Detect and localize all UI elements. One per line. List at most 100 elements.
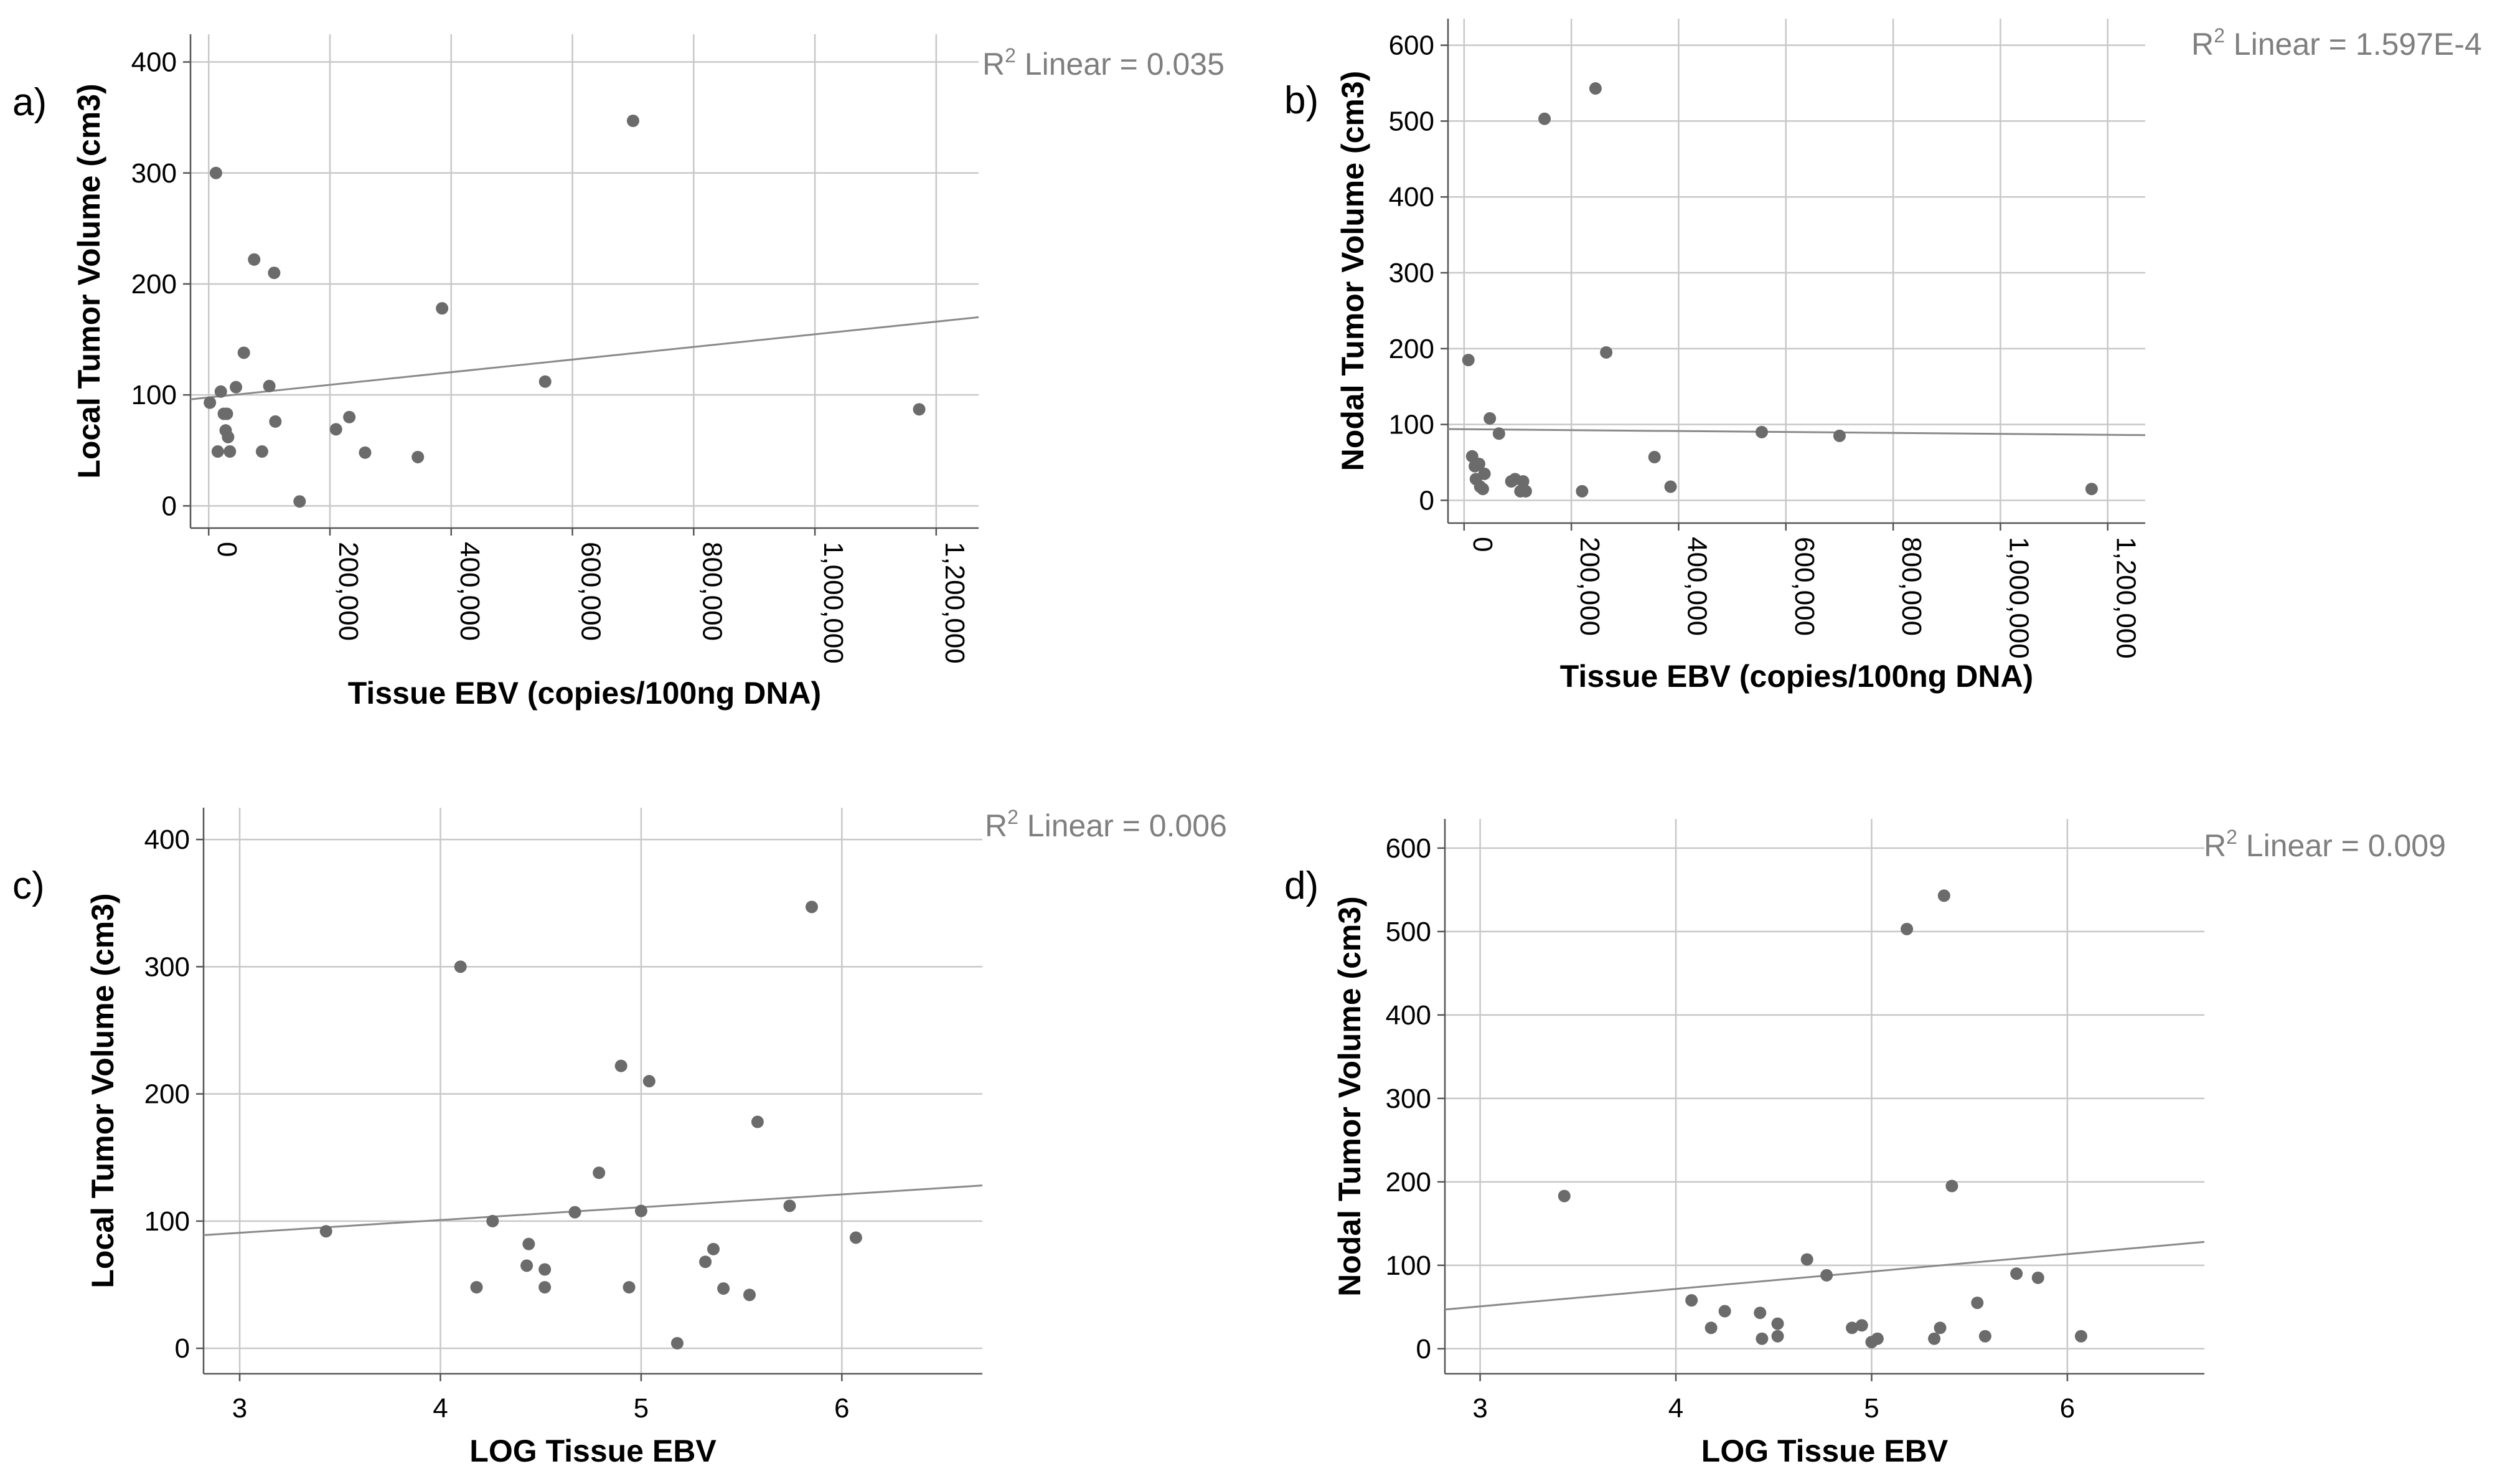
data-point [1901, 922, 1914, 935]
data-point [783, 1199, 796, 1212]
data-point [222, 430, 235, 443]
data-point [230, 380, 243, 394]
data-point [2085, 483, 2098, 496]
y-axis-label: Local Tumor Volume (cm3) [85, 893, 120, 1288]
data-point [1516, 475, 1530, 488]
data-point [209, 166, 222, 179]
data-point [1978, 1330, 1991, 1343]
data-point [568, 1206, 581, 1219]
data-point [359, 446, 372, 459]
y-tick-label: 200 [1389, 334, 1434, 364]
y-tick-label: 0 [175, 1333, 190, 1364]
data-point [1483, 412, 1497, 425]
data-point [1519, 484, 1532, 498]
data-point [634, 1204, 647, 1217]
y-axis-label: Local Tumor Volume (cm3) [72, 83, 106, 478]
data-point [470, 1281, 483, 1294]
x-tick-label: 6 [834, 1393, 849, 1424]
data-point [1704, 1321, 1718, 1335]
linear-fit-line [203, 1184, 983, 1236]
x-tick-label: 600,000 [1789, 537, 1820, 636]
data-point [1855, 1319, 1868, 1332]
data-point [2010, 1267, 2023, 1280]
data-point [1771, 1317, 1784, 1330]
data-point [743, 1288, 756, 1302]
data-point [1477, 483, 1489, 496]
x-tick-label: 6 [2060, 1393, 2075, 1424]
data-point [849, 1231, 862, 1244]
data-point [623, 1281, 636, 1294]
chart-panel-d: 0 100 200 300 400 500 600 3 4 5 6 d) Nodal Tumor Vol… [1284, 819, 2446, 1468]
y-tick-label: 300 [1389, 258, 1434, 288]
data-point [214, 385, 227, 398]
data-point [707, 1242, 720, 1255]
data-point [1685, 1294, 1698, 1307]
y-tick-label: 100 [131, 380, 177, 410]
data-point [751, 1115, 764, 1128]
data-point [1462, 354, 1475, 367]
r-squared-label: R2 Linear = 0.009 [2204, 826, 2446, 863]
data-point [1771, 1330, 1784, 1343]
data-point [1756, 1332, 1769, 1345]
linear-fit-line [190, 316, 979, 400]
y-tick-label: 600 [1389, 31, 1434, 61]
data-point [1971, 1297, 1984, 1310]
data-point [411, 450, 425, 463]
y-tick-label: 500 [1386, 917, 1431, 947]
data-point [486, 1214, 499, 1227]
data-point [1664, 480, 1677, 493]
data-point [248, 253, 261, 266]
data-point [1576, 484, 1589, 498]
x-tick-label: 1,000,000 [2003, 537, 2034, 659]
data-point [436, 302, 449, 315]
x-tick-label: 3 [1472, 1393, 1487, 1424]
y-tick-label: 300 [131, 158, 177, 189]
data-point [1871, 1332, 1884, 1345]
chart-panel-a: 0 100 200 300 400 0 200,000 400,000 600,000 800,0… [12, 34, 1225, 711]
y-tick-label: 100 [1389, 410, 1434, 440]
x-axis-label: Tissue EBV (copies/100ng DNA) [348, 676, 821, 711]
y-tick-label: 300 [1386, 1084, 1431, 1114]
y-tick-label: 100 [144, 1206, 190, 1237]
data-point [2074, 1330, 2087, 1343]
data-point [1492, 427, 1505, 440]
x-tick-label: 800,000 [1896, 537, 1927, 636]
x-tick-label: 4 [1668, 1393, 1683, 1424]
y-tick-label: 200 [144, 1079, 190, 1110]
data-point [1800, 1253, 1813, 1266]
linear-fit-line [1447, 428, 2146, 437]
data-point [1937, 889, 1950, 902]
x-tick-label: 400,000 [454, 542, 485, 641]
x-axis-label: Tissue EBV (copies/100ng DNA) [1560, 659, 2033, 694]
data-point [293, 495, 306, 508]
data-point [520, 1259, 534, 1272]
r-squared-label: R2 Linear = 1.597E-4 [2191, 24, 2482, 62]
x-tick-label: 1,200,000 [939, 542, 970, 664]
data-point [1754, 1307, 1767, 1320]
data-point [538, 1263, 552, 1276]
data-point [1589, 82, 1602, 95]
data-point [1718, 1305, 1731, 1318]
data-point [670, 1336, 684, 1349]
y-tick-label: 200 [1386, 1167, 1431, 1198]
x-tick-label: 800,000 [697, 542, 727, 641]
y-tick-label: 0 [1419, 485, 1434, 516]
data-point [454, 960, 467, 973]
y-tick-label: 200 [131, 269, 177, 300]
data-point [1820, 1269, 1833, 1282]
data-point [1846, 1321, 1859, 1335]
data-point [1472, 457, 1485, 470]
data-point [642, 1075, 656, 1088]
data-point [626, 114, 639, 127]
y-tick-label: 600 [1386, 833, 1431, 864]
data-point [329, 423, 342, 436]
y-axis-label: Nodal Tumor Volume (cm3) [1332, 896, 1367, 1297]
data-point [1478, 467, 1491, 480]
data-point [538, 1281, 552, 1294]
data-point [1833, 429, 1846, 442]
data-point [1648, 451, 1661, 464]
y-tick-label: 400 [144, 825, 190, 855]
y-tick-label: 0 [1416, 1334, 1431, 1364]
data-point [2031, 1271, 2044, 1284]
x-tick-label: 600,000 [576, 542, 606, 641]
